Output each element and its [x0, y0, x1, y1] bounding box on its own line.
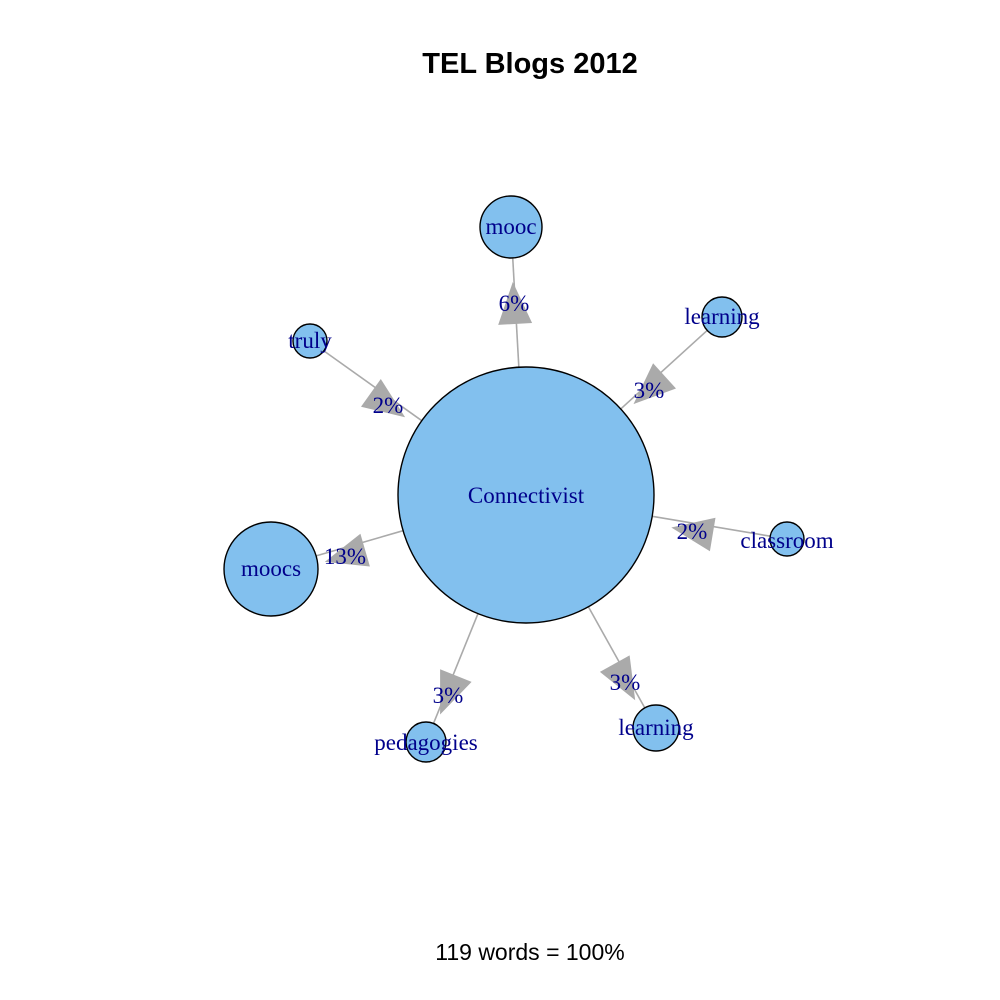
- edge-learning-2: [587, 606, 646, 709]
- node-label-learning-2: learning: [618, 715, 694, 740]
- edge-percent-moocs: 13%: [324, 544, 366, 569]
- node-label-connectivist: Connectivist: [468, 483, 585, 508]
- arrowhead-truly: [361, 379, 406, 418]
- edge-percent-pedagogies: 3%: [433, 683, 464, 708]
- arrowhead-mooc: [498, 282, 533, 325]
- edge-percent-classroom: 2%: [677, 519, 708, 544]
- edge-percent-learning-1: 3%: [634, 378, 665, 403]
- arrowhead-classroom: [671, 517, 716, 552]
- node-circle-moocs: [223, 521, 319, 617]
- word-count-footer: 119 words = 100%: [435, 939, 624, 965]
- nodes-layer: [223, 195, 805, 763]
- arrowhead-moocs: [324, 533, 370, 567]
- node-circle-pedagogies: [405, 721, 447, 763]
- labels-layer: 6% 3% 2% 3% 3% 13% 2% Connectivist mooc learning c…: [241, 214, 834, 755]
- arrowhead-pedagogies: [440, 669, 472, 715]
- edge-percent-mooc: 6%: [499, 291, 530, 316]
- diagram-title: TEL Blogs 2012: [422, 48, 637, 80]
- node-label-truly: truly: [288, 328, 332, 353]
- arrowhead-learning-2: [599, 655, 636, 701]
- node-label-moocs: moocs: [241, 556, 301, 581]
- arrowhead-learning-1: [633, 363, 676, 405]
- node-circle-connectivist: [397, 366, 655, 624]
- edge-truly: [323, 350, 423, 422]
- node-circle-classroom: [769, 521, 805, 557]
- node-label-pedagogies: pedagogies: [374, 730, 478, 755]
- node-label-learning-1: learning: [684, 304, 760, 329]
- node-label-mooc: mooc: [485, 214, 536, 239]
- node-label-classroom: classroom: [740, 528, 833, 553]
- node-circle-truly: [292, 323, 328, 359]
- edges-layer: [315, 257, 771, 724]
- node-circle-learning-2: [632, 704, 680, 752]
- node-circle-learning-1: [701, 296, 743, 338]
- edge-percent-learning-2: 3%: [610, 670, 641, 695]
- edge-percent-truly: 2%: [373, 393, 404, 418]
- node-circle-mooc: [479, 195, 543, 259]
- edge-learning-1: [620, 329, 708, 410]
